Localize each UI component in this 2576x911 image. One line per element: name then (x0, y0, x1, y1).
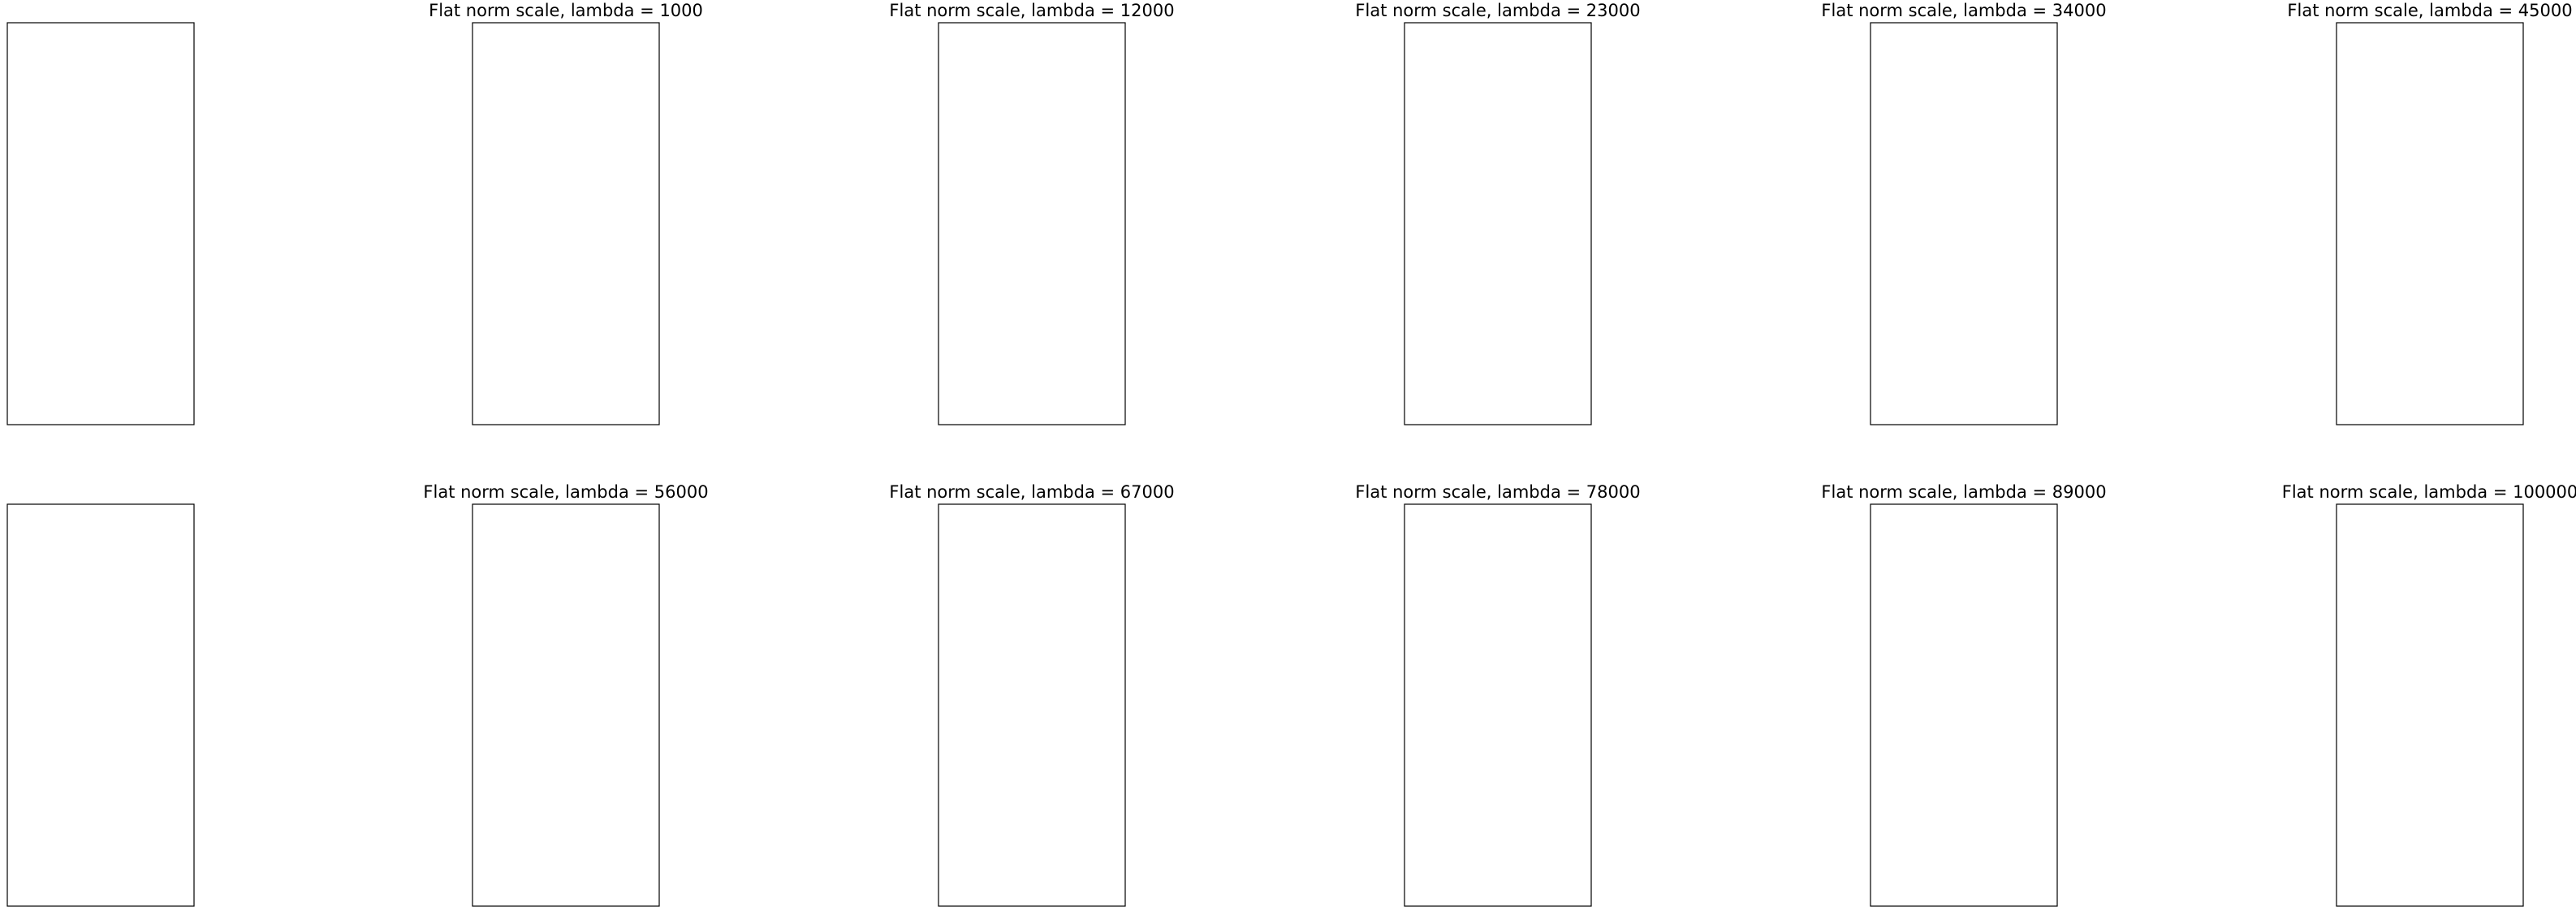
axes-frame (938, 503, 1126, 907)
panel-lambda-100000: Flat norm scale, lambda = 100000 (2282, 482, 2576, 907)
panel-title: Flat norm scale, lambda = 34000 (1821, 1, 2106, 20)
axes-frame (6, 22, 195, 425)
panel-input (6, 22, 195, 425)
panel-title: Flat norm scale, lambda = 1000 (429, 1, 703, 20)
axes-frame (6, 503, 195, 907)
panel-title: Flat norm scale, lambda = 89000 (1821, 482, 2106, 502)
panel-title: Flat norm scale, lambda = 100000 (2282, 482, 2576, 502)
panel-lambda-23000: Flat norm scale, lambda = 23000 (1355, 1, 1641, 425)
panel-lambda-67000: Flat norm scale, lambda = 67000 (889, 482, 1175, 907)
panel-lambda-89000: Flat norm scale, lambda = 89000 (1821, 482, 2107, 907)
axes-frame (2336, 503, 2524, 907)
panel-title: Flat norm scale, lambda = 56000 (423, 482, 708, 502)
axes-frame (1404, 22, 1592, 425)
axes-frame (938, 22, 1126, 425)
panel-lambda-1000: Flat norm scale, lambda = 1000 (429, 1, 703, 425)
panel-lambda-12000: Flat norm scale, lambda = 12000 (889, 1, 1175, 425)
axes-frame (1404, 503, 1592, 907)
panel-lambda-34000: Flat norm scale, lambda = 34000 (1821, 1, 2107, 425)
axes-frame (1870, 503, 2058, 907)
axes-frame (2336, 22, 2524, 425)
panel-lambda-56000: Flat norm scale, lambda = 56000 (423, 482, 709, 907)
panel-title: Flat norm scale, lambda = 12000 (889, 1, 1174, 20)
panel-title: Flat norm scale, lambda = 67000 (889, 482, 1174, 502)
axes-frame (472, 503, 660, 907)
axes-frame (1870, 22, 2058, 425)
panel-title: Flat norm scale, lambda = 78000 (1355, 482, 1640, 502)
panel-lambda-78000: Flat norm scale, lambda = 78000 (1355, 482, 1641, 907)
panel-title: Flat norm scale, lambda = 45000 (2287, 1, 2572, 20)
panel-curve-pair (6, 503, 195, 907)
axes-frame (472, 22, 660, 425)
panel-title: Flat norm scale, lambda = 23000 (1355, 1, 1640, 20)
panel-lambda-45000: Flat norm scale, lambda = 45000 (2287, 1, 2573, 425)
